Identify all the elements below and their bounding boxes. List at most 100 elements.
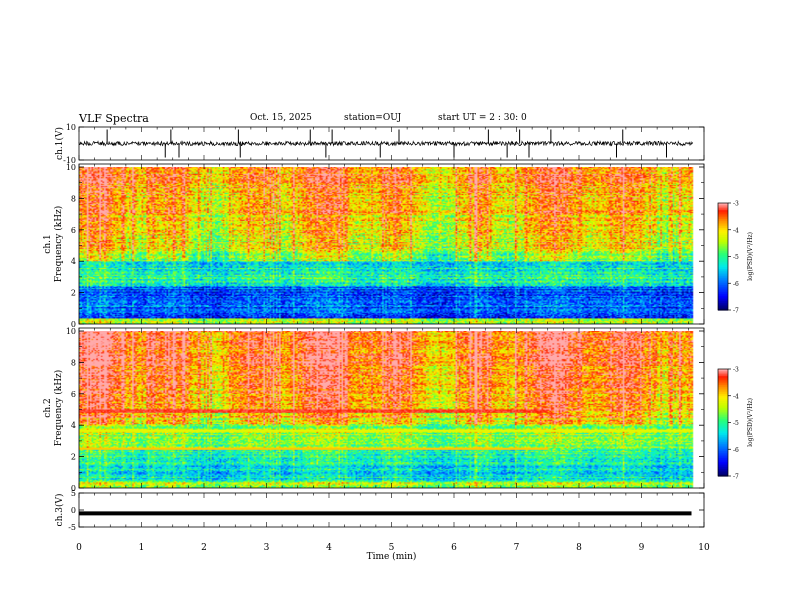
colorbar-swatch [718, 306, 728, 309]
colorbar-swatch [718, 451, 728, 454]
colorbar-swatch [718, 427, 728, 431]
colorbar-swatch [718, 281, 728, 284]
colorbar-swatch [718, 472, 728, 475]
colorbar-swatch [718, 377, 728, 381]
colorbar-swatch [718, 277, 728, 281]
colorbar-swatch [718, 206, 728, 209]
y-tick-label: -10 [63, 156, 76, 165]
colorbar-swatch [718, 215, 728, 218]
colorbar-swatch [718, 463, 728, 466]
colorbar-swatch [718, 276, 728, 279]
colorbar-swatch [718, 449, 728, 452]
colorbar-swatch [718, 236, 728, 240]
x-tick-label: 5 [389, 543, 395, 553]
colorbar-swatch [718, 213, 728, 217]
colorbar-swatch [718, 417, 728, 420]
colorbar-swatch [718, 410, 728, 413]
x-tick-label: 2 [201, 543, 207, 553]
y-axis-label-4: ch.3(V) [54, 494, 65, 527]
colorbar-swatch [718, 474, 728, 477]
y-tick-label: 6 [71, 226, 76, 235]
colorbar-swatch [718, 402, 728, 406]
colorbar-swatch [718, 461, 728, 465]
colorbar-swatch [718, 452, 728, 456]
colorbar-swatch [718, 401, 728, 404]
colorbar-swatch [718, 263, 728, 267]
y-tick-label: 2 [71, 453, 76, 462]
y-tick-label: -5 [68, 523, 76, 532]
colorbar-swatch [718, 467, 728, 470]
x-tick-label: 4 [326, 543, 332, 553]
colorbar-swatch [718, 254, 728, 258]
colorbar-swatch [718, 268, 728, 272]
colorbar-swatch [718, 242, 728, 245]
y-tick-label: 10 [66, 327, 76, 336]
colorbar-swatch [718, 308, 728, 311]
colorbar-tick-label: -3 [733, 201, 739, 208]
colorbar-1: -3 -4 -5 -6 -7 log(PSD)(V²/Hz) [717, 201, 754, 315]
colorbar-tick-label: -6 [733, 447, 739, 454]
colorbar-swatch [718, 249, 728, 252]
colorbar-swatch [718, 372, 728, 375]
y-tick-label: 0 [71, 506, 76, 515]
colorbar-swatch [718, 274, 728, 277]
colorbar-swatch [718, 302, 728, 306]
colorbar-swatch [718, 260, 728, 263]
colorbar-swatch [718, 279, 728, 283]
colorbar-swatch [718, 436, 728, 440]
colorbar-swatch [718, 429, 728, 433]
y-tick-label: 5 [71, 489, 76, 498]
x-tick-label: 7 [514, 543, 520, 553]
colorbar-swatch [718, 245, 728, 249]
colorbar-swatch [718, 285, 728, 288]
colorbar-tick-label: -7 [733, 308, 739, 315]
y-axis-label-line: ch.2 [43, 398, 53, 417]
station-label: station=OUJ [344, 113, 402, 123]
colorbar-swatch [718, 459, 728, 463]
colorbar-swatch [718, 431, 728, 434]
x-axis: 0 1 2 3 4 5 6 7 8 9 10 Time (min) [76, 543, 710, 562]
x-tick-label: 9 [639, 543, 645, 553]
colorbar-swatch [718, 226, 728, 229]
colorbar-swatch [718, 393, 728, 397]
colorbar-swatch [718, 395, 728, 399]
colorbar-swatch [718, 404, 728, 408]
colorbar-tick-label: -4 [733, 227, 739, 234]
colorbar-swatch [718, 235, 728, 238]
colorbar-swatch [718, 217, 728, 220]
colorbar-tick-label: -6 [733, 281, 739, 288]
colorbar-swatch [718, 381, 728, 384]
x-tick-label: 1 [139, 543, 145, 553]
colorbar-label: log(PSD)(V²/Hz) [747, 232, 754, 281]
colorbar-swatch [718, 240, 728, 243]
y-tick-label: 10 [66, 163, 76, 172]
colorbar-swatch [718, 374, 728, 377]
colorbar-swatch [718, 392, 728, 395]
colorbar-swatch [718, 447, 728, 450]
colorbar-swatch [718, 203, 728, 206]
colorbar-swatch [718, 369, 728, 372]
colorbar-swatch [718, 399, 728, 402]
colorbar-swatch [718, 426, 728, 429]
panel-2: 0 2 4 6 8 10 ch.1Frequency (kHz) [43, 163, 705, 329]
y-axis-label-line: Frequency (kHz) [53, 206, 64, 283]
y-tick-label: 0 [71, 320, 76, 329]
colorbar-swatch [718, 219, 728, 222]
y-tick-label: 2 [71, 289, 76, 298]
colorbar-swatch [718, 247, 728, 250]
colorbar-swatch [718, 267, 728, 270]
colorbar-swatch [718, 383, 728, 386]
colorbar-swatch [718, 238, 728, 242]
start-time-label: start UT = 2 : 30: 0 [438, 113, 527, 123]
x-tick-label: 6 [451, 543, 457, 553]
colorbar-swatch [718, 433, 728, 436]
colorbar-swatch [718, 211, 728, 215]
colorbar-swatch [718, 465, 728, 468]
figure-title: VLF Spectra [79, 112, 149, 125]
panel-3: 0 2 4 6 8 10 ch.2Frequency (kHz) [43, 327, 705, 493]
colorbar-swatch [718, 424, 728, 427]
colorbar-swatch [718, 256, 728, 259]
colorbar-swatch [718, 224, 728, 227]
